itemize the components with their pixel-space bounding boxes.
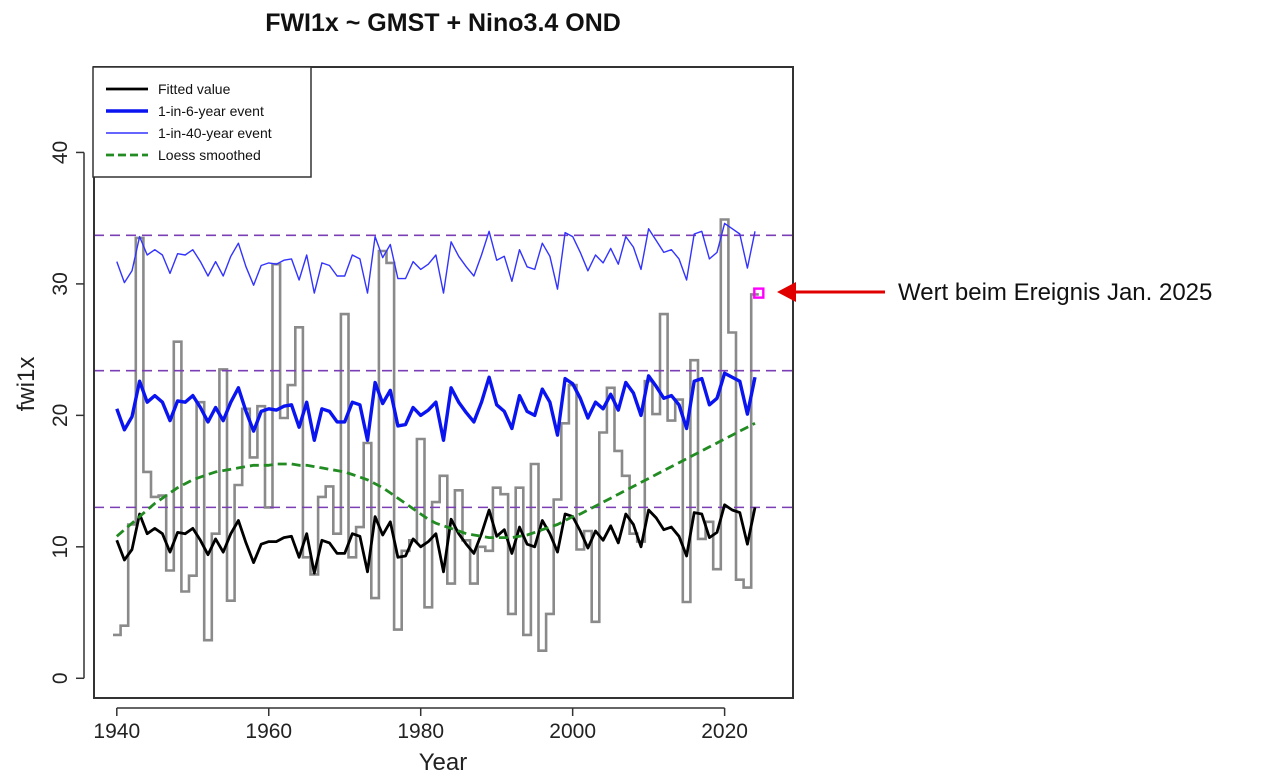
y-axis-title: fwi1x (13, 357, 40, 412)
series-line-fitted-value (115, 503, 757, 575)
x-tick-label: 1940 (93, 720, 140, 743)
x-tick-label: 1960 (245, 720, 292, 743)
annotation-label: Wert beim Ereignis Jan. 2025 (898, 279, 1212, 306)
legend-label: Loess smoothed (158, 147, 261, 163)
annotation-arrow-head (777, 282, 796, 302)
observed-series (113, 218, 759, 652)
legend-label: Fitted value (158, 81, 231, 97)
legend-box (92, 66, 312, 178)
event-annotation: Wert beim Ereignis Jan. 2025 (777, 279, 1212, 306)
y-axis: 0 10 20 30 40 (49, 141, 85, 684)
event-markers (753, 287, 765, 299)
y-tick-label: 40 (49, 141, 72, 164)
series-line-1-in-40-year-event (116, 222, 756, 294)
observed-step-line (113, 218, 759, 652)
y-tick-label: 30 (49, 272, 72, 295)
chart-title: FWI1x ~ GMST + Nino3.4 OND (265, 9, 621, 37)
x-tick-label: 2020 (701, 720, 748, 743)
x-axis-title: Year (419, 749, 468, 776)
model-series (115, 222, 757, 575)
legend-label: 1-in-6-year event (158, 103, 264, 119)
plot-area (93, 66, 794, 699)
series-line-loess-smoothed (115, 422, 756, 539)
event-marker (753, 287, 765, 299)
x-axis: 1940 1960 1980 2000 2020 (93, 707, 748, 743)
legend: Fitted value 1-in-6-year event 1-in-40-yea… (92, 66, 312, 178)
x-tick-label: 2000 (549, 720, 596, 743)
plot-frame (93, 66, 794, 699)
legend-label: 1-in-40-year event (158, 125, 272, 141)
series-line-1-in-6-year-event (115, 371, 757, 442)
y-tick-label: 20 (49, 404, 72, 427)
x-tick-label: 1980 (397, 720, 444, 743)
y-tick-label: 0 (49, 672, 72, 684)
threshold-lines (94, 234, 793, 509)
y-tick-label: 10 (49, 535, 72, 558)
